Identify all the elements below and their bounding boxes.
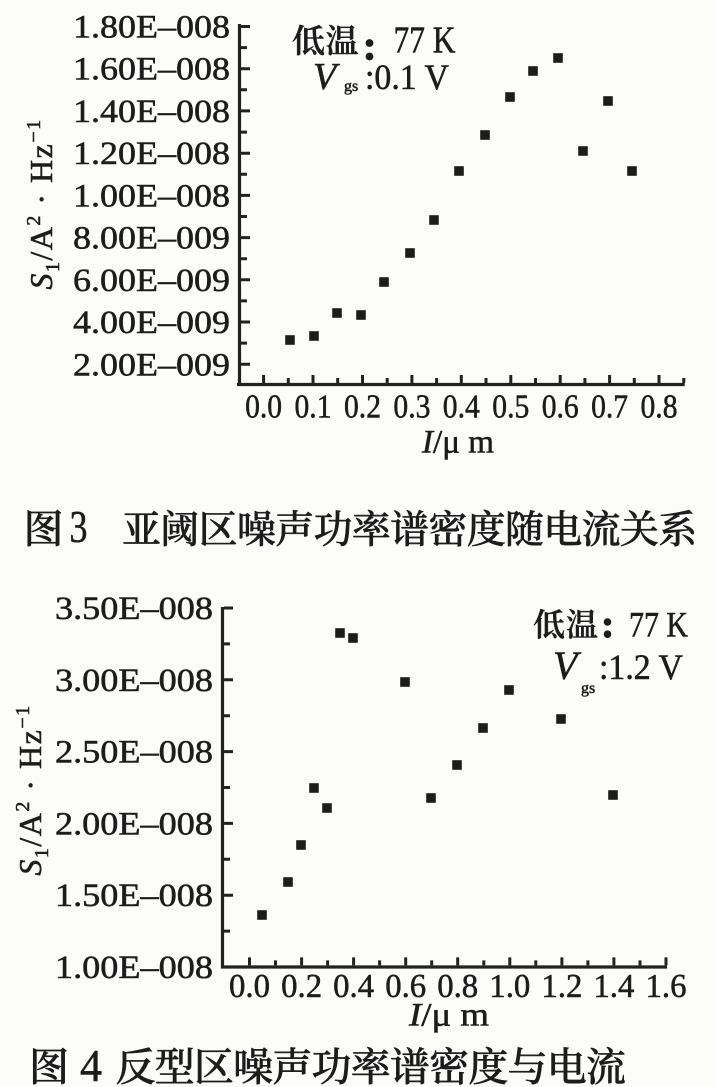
svg-text:0.0: 0.0	[245, 389, 282, 426]
svg-text:1.00E–008: 1.00E–008	[73, 178, 230, 214]
svg-text:0.4: 0.4	[333, 968, 374, 1005]
svg-text:0.6: 0.6	[542, 389, 579, 426]
svg-text:0.3: 0.3	[393, 389, 430, 426]
svg-text:4.00E–009: 4.00E–009	[73, 305, 230, 341]
svg-text:0.5: 0.5	[492, 389, 529, 426]
svg-text:0.4: 0.4	[443, 389, 480, 426]
svg-text::0.1 V: :0.1 V	[365, 57, 449, 97]
svg-text:0.0: 0.0	[229, 968, 270, 1005]
svg-text:2.50E–008: 2.50E–008	[55, 735, 213, 771]
svg-text:1.4: 1.4	[593, 968, 634, 1005]
svg-text:0.2: 0.2	[344, 389, 381, 426]
svg-text:2.00E–008: 2.00E–008	[55, 806, 213, 842]
svg-text:0.2: 0.2	[281, 968, 322, 1005]
svg-text:0.8: 0.8	[641, 389, 678, 426]
svg-text:0.6: 0.6	[385, 968, 426, 1005]
svg-text:1.0: 1.0	[489, 968, 530, 1005]
svg-text:I/μ m: I/μ m	[421, 425, 494, 461]
svg-text:6.00E–009: 6.00E–009	[73, 263, 230, 299]
svg-text:3.50E–008: 3.50E–008	[55, 591, 213, 627]
svg-text:S1/A2 · Hz−1: S1/A2 · Hz−1	[12, 704, 53, 875]
svg-text:77 K: 77 K	[629, 605, 688, 645]
svg-text:3.00E–008: 3.00E–008	[55, 663, 213, 699]
svg-text:2.00E–009: 2.00E–009	[73, 347, 230, 383]
svg-text:1.50E–008: 1.50E–008	[55, 878, 213, 914]
svg-text:1.20E–008: 1.20E–008	[73, 136, 230, 172]
svg-text:77 K: 77 K	[394, 20, 456, 62]
svg-text:gs: gs	[581, 680, 595, 697]
svg-text:1.6: 1.6	[646, 968, 687, 1005]
svg-text:V: V	[313, 56, 340, 98]
svg-text:3: 3	[70, 501, 88, 552]
svg-text:0.8: 0.8	[437, 968, 478, 1005]
svg-text:8.00E–009: 8.00E–009	[73, 221, 230, 257]
svg-text:1.40E–008: 1.40E–008	[73, 94, 230, 130]
svg-text:S1/A2 · Hz−1: S1/A2 · Hz−1	[23, 118, 64, 289]
svg-text:V: V	[553, 643, 582, 688]
svg-text:4: 4	[80, 1040, 102, 1087]
svg-text:1.80E–008: 1.80E–008	[73, 10, 230, 46]
svg-text:0.1: 0.1	[295, 389, 332, 426]
svg-text:1.60E–008: 1.60E–008	[73, 52, 230, 88]
svg-text:1.2: 1.2	[541, 968, 582, 1005]
svg-text:0.7: 0.7	[591, 389, 628, 426]
svg-text::1.2 V: :1.2 V	[599, 647, 683, 687]
svg-text:gs: gs	[344, 78, 358, 95]
svg-text:1.00E–008: 1.00E–008	[55, 950, 213, 986]
svg-text:I/μ m: I/μ m	[408, 998, 489, 1034]
